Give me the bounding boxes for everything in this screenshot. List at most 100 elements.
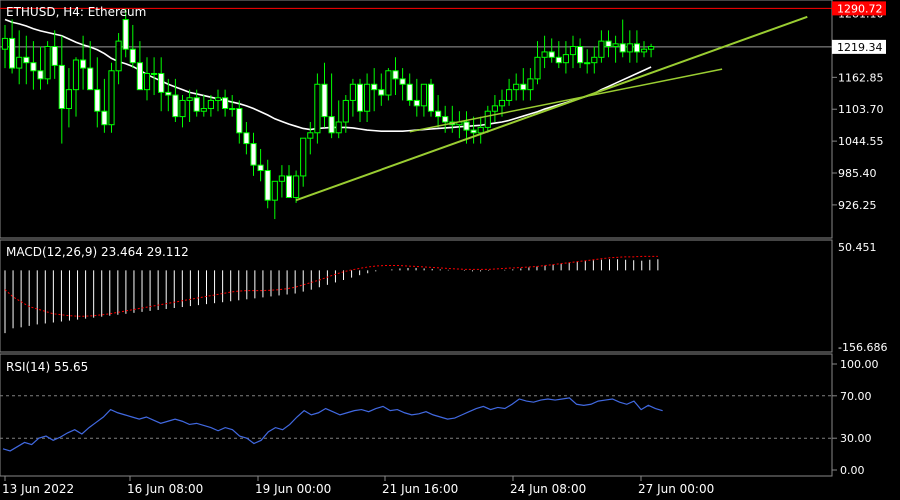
- current-price-tag: [832, 39, 886, 54]
- candle-body: [44, 46, 51, 80]
- candle-body: [577, 46, 584, 64]
- candle-body: [23, 56, 30, 64]
- candle-body: [342, 99, 349, 123]
- rsi-tick-label: 70.00: [840, 390, 872, 403]
- rsi-tick-label: 100.00: [840, 358, 879, 371]
- price-chart-frame: [0, 0, 833, 239]
- candle-body: [307, 132, 314, 139]
- candle-body: [314, 83, 321, 134]
- price-tick-label: 1103.70: [838, 103, 884, 116]
- price-chart-title: ETHUSD, H4: Ethereum: [6, 5, 146, 19]
- time-tick-label: 27 Jun 00:00: [638, 482, 714, 496]
- candle-body: [214, 97, 222, 101]
- candle-body: [406, 83, 413, 101]
- high-price-tag: [832, 1, 886, 16]
- candle-body: [200, 108, 207, 112]
- candle-body: [385, 70, 392, 96]
- candle-body: [470, 129, 477, 134]
- candle-body: [498, 99, 506, 107]
- candle-body: [115, 40, 122, 72]
- rsi-panel[interactable]: 100.00 70.00 30.00 0.00 RSI(14) 55.65: [0, 353, 879, 477]
- candle-body: [236, 108, 243, 134]
- candle-body: [420, 83, 427, 107]
- candle-body: [506, 89, 513, 101]
- candle-body: [143, 72, 151, 91]
- candle-body: [264, 170, 271, 201]
- candle-body: [356, 83, 364, 112]
- time-tick-label: 21 Jun 16:00: [382, 482, 458, 496]
- candle-body: [328, 116, 335, 134]
- candle-body: [271, 180, 278, 201]
- candle-body: [399, 78, 406, 85]
- candle-body: [207, 99, 215, 110]
- candle-body: [243, 132, 250, 145]
- current-price-tag-label: 1219.34: [837, 41, 883, 54]
- candle-body: [108, 70, 115, 126]
- candle-body: [555, 56, 562, 64]
- candle-body: [179, 99, 186, 118]
- time-tick-label: 16 Jun 08:00: [127, 482, 203, 496]
- time-tick-label: 24 Jun 08:00: [510, 482, 586, 496]
- candle-body: [527, 78, 534, 91]
- price-chart-panel[interactable]: 1281.101162.851103.701044.55985.40926.25…: [0, 0, 886, 239]
- candle-body: [158, 72, 165, 93]
- trendline-secondary: [409, 68, 723, 133]
- candle-body: [612, 43, 619, 48]
- candle-body: [513, 83, 520, 91]
- candle-body: [65, 89, 73, 110]
- candle-body: [193, 97, 200, 112]
- candle-body: [605, 40, 612, 48]
- candle-body: [442, 116, 449, 123]
- candle-body: [413, 99, 420, 107]
- candle-body: [58, 64, 65, 110]
- candle-body: [591, 56, 598, 64]
- candle-body: [463, 121, 470, 131]
- candle-body: [285, 175, 293, 198]
- candle-body: [477, 126, 484, 134]
- candle-body: [136, 62, 144, 91]
- candle-body: [648, 46, 655, 50]
- candle-body: [371, 83, 378, 91]
- moving-average-line: [4, 18, 652, 132]
- candle-body: [640, 48, 648, 53]
- candle-body: [321, 83, 328, 118]
- candle-body: [151, 72, 158, 75]
- candle-body: [491, 105, 498, 112]
- candle-body: [186, 97, 193, 101]
- macd-tick-max: 50.451: [838, 241, 877, 254]
- candle-body: [222, 97, 229, 110]
- trendline: [295, 15, 808, 202]
- candle-body: [335, 121, 342, 134]
- rsi-title: RSI(14) 55.65: [6, 360, 88, 374]
- candle-body: [250, 143, 257, 166]
- macd-panel[interactable]: MACD(12,26,9) 23.464 29.112 50.451 -156.…: [0, 239, 887, 354]
- candle-body: [562, 54, 569, 64]
- candle-body: [229, 108, 236, 111]
- candle-body: [16, 56, 23, 69]
- high-price-tag-label: 1290.72: [837, 2, 883, 15]
- candle-body: [378, 89, 385, 96]
- macd-frame: [0, 239, 833, 353]
- candle-body: [172, 94, 179, 118]
- candle-body: [364, 83, 371, 112]
- candle-body: [619, 43, 626, 53]
- candle-body: [427, 83, 435, 112]
- macd-signal-line: [4, 255, 658, 317]
- candle-body: [598, 40, 605, 58]
- candle-body: [626, 43, 633, 53]
- candle-body: [165, 91, 172, 96]
- candle-body: [30, 62, 37, 72]
- candle-body: [293, 175, 300, 198]
- candle-body: [129, 48, 136, 64]
- time-tick-label: 19 Jun 00:00: [255, 482, 331, 496]
- rsi-tick-label: 0.00: [840, 464, 865, 477]
- rsi-tick-label: 30.00: [840, 432, 872, 445]
- candle-body: [349, 83, 356, 101]
- candle-body: [94, 89, 101, 112]
- candle-body: [584, 62, 591, 65]
- candle-body: [80, 59, 87, 69]
- macd-title: MACD(12,26,9) 23.464 29.112: [6, 245, 189, 259]
- candle-body: [1, 37, 9, 50]
- candle-body: [300, 137, 307, 177]
- candle-body: [278, 175, 285, 182]
